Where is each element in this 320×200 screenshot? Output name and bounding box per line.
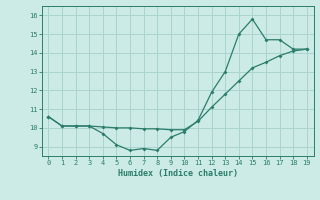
X-axis label: Humidex (Indice chaleur): Humidex (Indice chaleur): [118, 169, 237, 178]
